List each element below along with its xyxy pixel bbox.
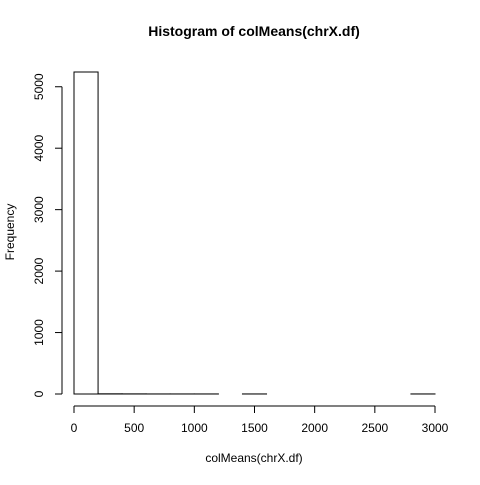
x-tick-label: 1000 — [181, 421, 208, 435]
y-axis-label: Frequency — [3, 204, 17, 261]
histogram-bar — [74, 72, 98, 394]
y-axis: 0 1000 2000 3000 4000 5000 — [32, 73, 62, 397]
x-tick-label: 500 — [124, 421, 144, 435]
bars-group — [74, 72, 435, 394]
y-tick-label: 4000 — [32, 135, 46, 162]
x-tick-label: 0 — [71, 421, 78, 435]
y-tick-label: 1000 — [32, 319, 46, 346]
chart-title: Histogram of colMeans(chrX.df) — [148, 23, 360, 39]
y-tick-label: 3000 — [32, 196, 46, 223]
x-tick-label: 2000 — [301, 421, 328, 435]
x-tick-label: 1500 — [241, 421, 268, 435]
x-axis: 0 500 1000 1500 2000 2500 3000 — [71, 406, 449, 435]
y-tick-label: 0 — [32, 390, 46, 397]
x-tick-label: 3000 — [422, 421, 449, 435]
y-tick-label: 2000 — [32, 257, 46, 284]
y-tick-label: 5000 — [32, 73, 46, 100]
x-axis-label: colMeans(chrX.df) — [205, 451, 302, 465]
x-tick-label: 2500 — [361, 421, 388, 435]
